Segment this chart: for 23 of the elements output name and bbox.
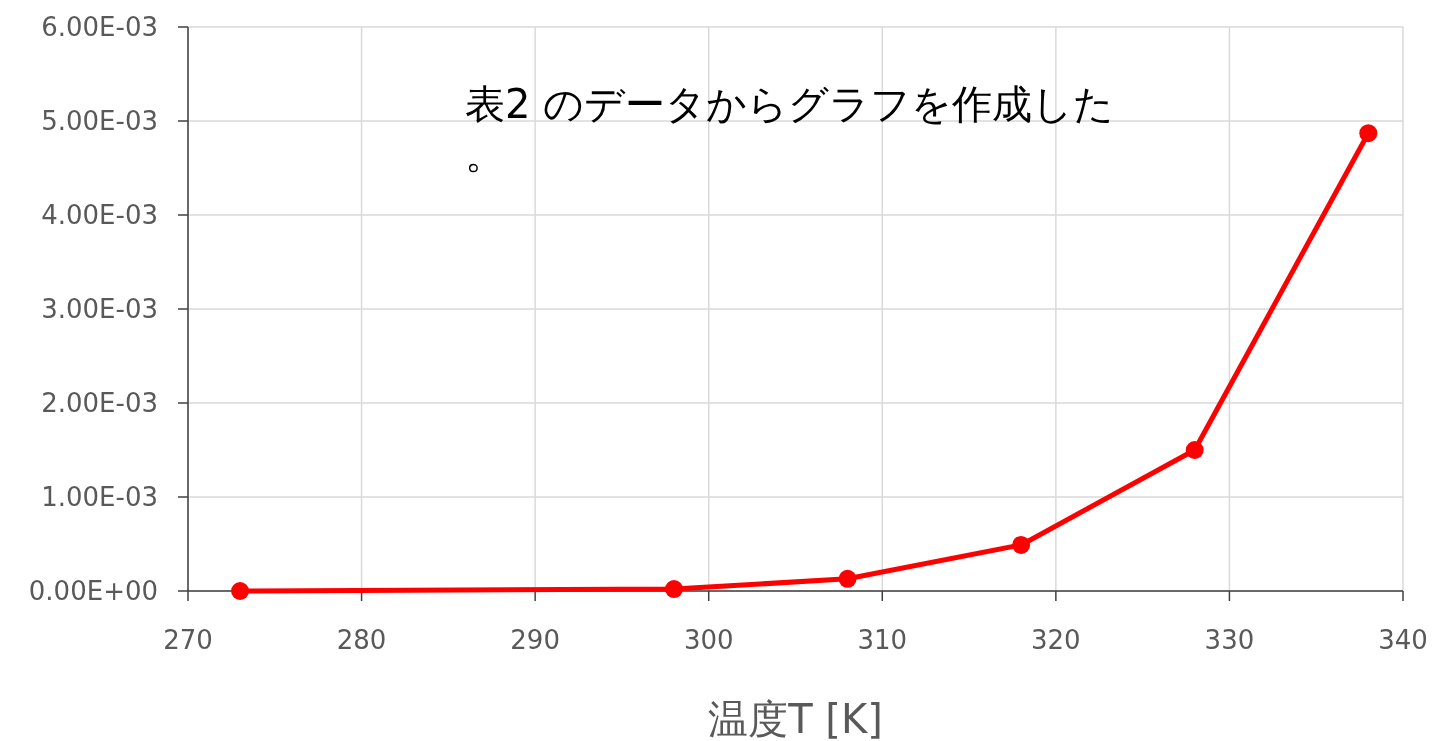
x-tick-label: 340	[1378, 625, 1428, 655]
y-tick-label: 4.00E-03	[41, 200, 158, 230]
annotation: 表2 のデータからグラフを作成した。	[465, 81, 1115, 177]
x-tick-label: 290	[510, 625, 560, 655]
point	[665, 580, 683, 599]
x-axis-title: 温度T [K]	[708, 696, 883, 741]
point	[1185, 441, 1204, 459]
x-tick-label: 330	[1204, 625, 1255, 655]
x-tick-label: 320	[1031, 625, 1081, 655]
y-tick-label: 6.00E-03	[41, 12, 158, 42]
y-tick-label: 5.00E-03	[41, 106, 158, 136]
y-tick-label: 2.00E-03	[41, 388, 158, 418]
y-tick-label: 1.00E-03	[41, 482, 158, 512]
x-tick-label: 270	[163, 625, 213, 655]
y-tick-label: 0.00E+00	[28, 576, 158, 606]
x-tick-label: 300	[683, 625, 734, 655]
x-tick-label: 280	[336, 625, 387, 655]
x-tick-label: 310	[857, 625, 908, 655]
point	[1012, 535, 1031, 554]
point	[231, 582, 250, 600]
point	[1359, 124, 1378, 143]
point	[838, 569, 857, 588]
y-tick-label: 3.00E-03	[41, 294, 158, 324]
